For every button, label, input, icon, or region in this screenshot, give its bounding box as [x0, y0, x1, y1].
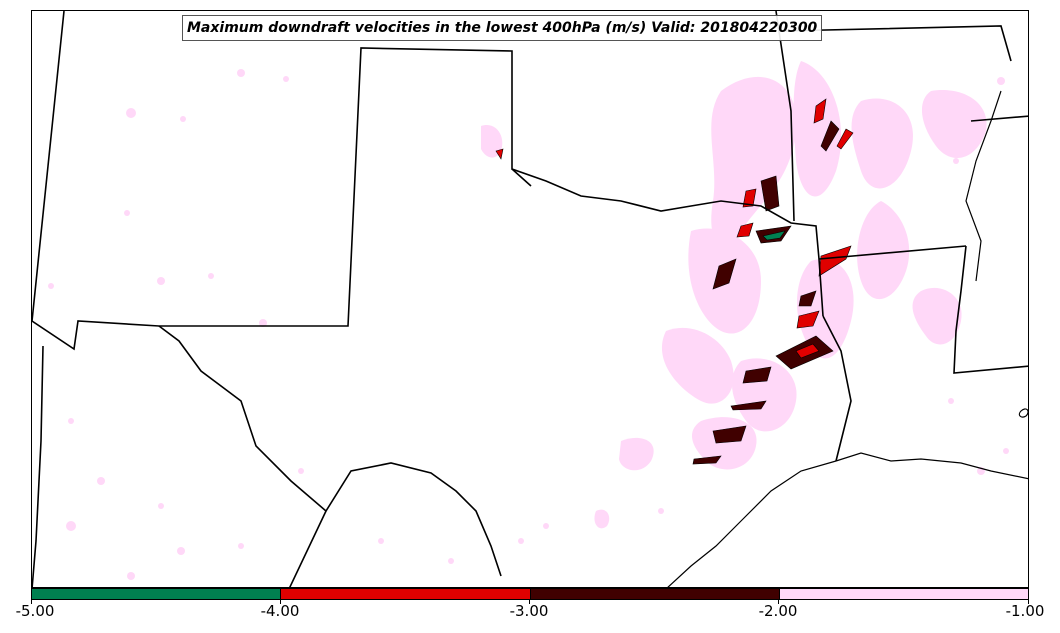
- colorbar-tick-mark: [280, 600, 281, 604]
- map-canvas: [32, 11, 1028, 587]
- map-panel: [31, 10, 1029, 588]
- colorbar-tick-label: -2.00: [758, 602, 798, 620]
- map-title: Maximum downdraft velocities in the lowe…: [182, 15, 823, 41]
- colorbar-segment-2: [281, 589, 531, 599]
- colorbar-tick-label: -1.00: [1005, 602, 1045, 620]
- colorbar-tick-label: -5.00: [15, 602, 55, 620]
- colorbar: [31, 588, 1029, 600]
- colorbar-tick-mark: [529, 600, 530, 604]
- weak-downdraft-field: [48, 61, 1009, 580]
- colorbar-segment-4: [779, 589, 1028, 599]
- state-boundaries: [32, 11, 1028, 587]
- gulf-coastline: [667, 90, 1028, 587]
- colorbar-tick-mark: [1028, 600, 1029, 604]
- colorbar-tick-label: -4.00: [260, 602, 300, 620]
- colorbar-tick-mark: [31, 600, 32, 604]
- strong-downdraft-cores: [495, 98, 854, 465]
- colorbar-segment-1: [32, 589, 282, 599]
- colorbar-segment-3: [530, 589, 780, 599]
- colorbar-tick-label: -3.00: [509, 602, 549, 620]
- colorbar-tick-mark: [778, 600, 779, 604]
